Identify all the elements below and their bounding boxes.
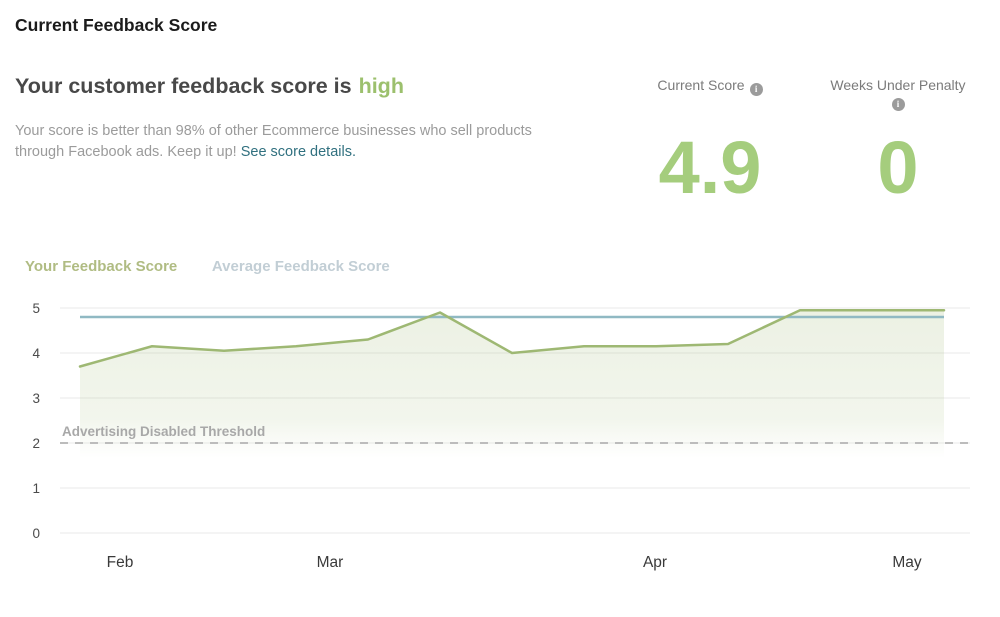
y-tick-label: 2: [32, 436, 40, 451]
x-month-label: Mar: [317, 554, 344, 571]
weeks-under-penalty-info-icon[interactable]: i: [891, 98, 905, 111]
weeks-under-penalty-value: 0: [877, 126, 919, 209]
chart-legend: Your Feedback Score Average Feedback Sco…: [25, 258, 390, 275]
y-tick-label: 3: [32, 391, 40, 406]
page-title: Current Feedback Score: [15, 15, 218, 35]
score-heading: Your customer feedback score is high: [15, 74, 404, 99]
y-tick-label: 0: [32, 526, 40, 541]
x-month-label: May: [892, 554, 922, 571]
y-tick-label: 5: [32, 301, 40, 316]
current-score-label-text: Current Score: [657, 77, 745, 93]
y-tick-label: 4: [32, 346, 40, 361]
x-month-label: Feb: [107, 554, 134, 571]
y-tick-label: 1: [32, 481, 40, 496]
score-description: Your score is better than 98% of other E…: [15, 121, 580, 163]
weeks-under-penalty-label-text: Weeks Under Penalty: [830, 77, 966, 93]
current-score-label: Current Score i: [630, 77, 790, 96]
your-score-line: [78, 309, 946, 368]
x-month-label: Apr: [643, 554, 667, 571]
current-score-value: 4.9: [658, 126, 762, 209]
legend-item-average-feedback-score[interactable]: Average Feedback Score: [211, 258, 390, 275]
weeks-under-penalty-label: Weeks Under Penalty i: [813, 77, 983, 111]
current-score-info-icon[interactable]: i: [749, 83, 763, 96]
threshold-label: Advertising Disabled Threshold: [62, 424, 265, 439]
legend-item-your-feedback-score[interactable]: Your Feedback Score: [25, 258, 178, 275]
see-score-details-link[interactable]: See score details.: [240, 144, 356, 160]
score-status-badge: high: [358, 74, 404, 98]
score-description-text: Your score is better than 98% of other E…: [15, 123, 532, 160]
score-heading-text: Your customer feedback score is: [15, 74, 352, 98]
